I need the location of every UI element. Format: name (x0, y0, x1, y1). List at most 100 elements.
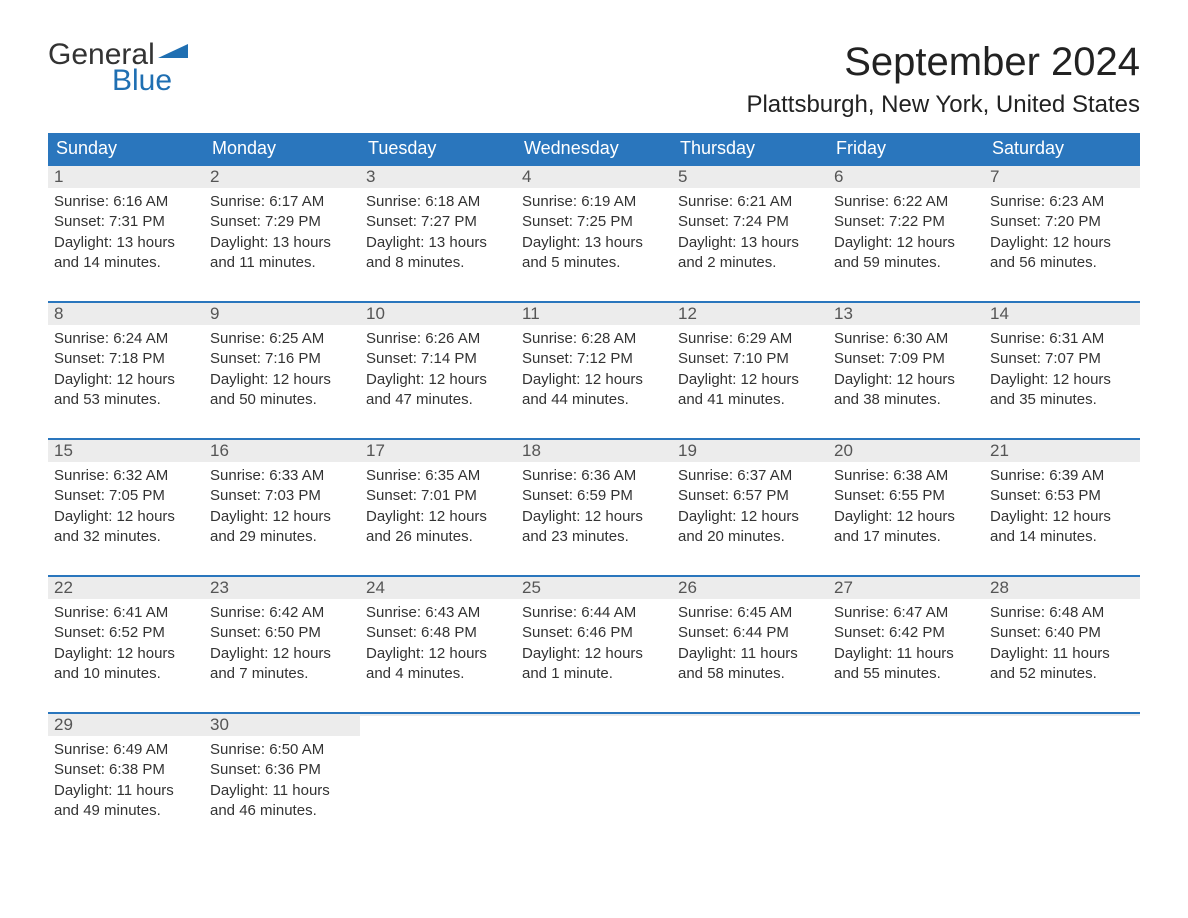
sunset-text: Sunset: 7:09 PM (834, 349, 978, 369)
day-content: Sunrise: 6:36 AMSunset: 6:59 PMDaylight:… (516, 462, 672, 553)
day-cell: 15Sunrise: 6:32 AMSunset: 7:05 PMDayligh… (48, 438, 204, 553)
day2-text: and 29 minutes. (210, 527, 354, 547)
sunrise-text: Sunrise: 6:21 AM (678, 192, 822, 212)
day-cell: 8Sunrise: 6:24 AMSunset: 7:18 PMDaylight… (48, 301, 204, 416)
day-cell: 20Sunrise: 6:38 AMSunset: 6:55 PMDayligh… (828, 438, 984, 553)
day2-text: and 11 minutes. (210, 253, 354, 273)
sunrise-text: Sunrise: 6:25 AM (210, 329, 354, 349)
day1-text: Daylight: 12 hours (834, 370, 978, 390)
day-number: 10 (360, 301, 516, 325)
day2-text: and 58 minutes. (678, 664, 822, 684)
day2-text: and 49 minutes. (54, 801, 198, 821)
day2-text: and 10 minutes. (54, 664, 198, 684)
sunrise-text: Sunrise: 6:32 AM (54, 466, 198, 486)
day1-text: Daylight: 11 hours (678, 644, 822, 664)
sunrise-text: Sunrise: 6:30 AM (834, 329, 978, 349)
day-number: 29 (48, 712, 204, 736)
day-number: 11 (516, 301, 672, 325)
day-cell: 22Sunrise: 6:41 AMSunset: 6:52 PMDayligh… (48, 575, 204, 690)
day1-text: Daylight: 13 hours (210, 233, 354, 253)
day2-text: and 5 minutes. (522, 253, 666, 273)
sunset-text: Sunset: 7:31 PM (54, 212, 198, 232)
sunrise-text: Sunrise: 6:17 AM (210, 192, 354, 212)
day-cell: 1Sunrise: 6:16 AMSunset: 7:31 PMDaylight… (48, 164, 204, 279)
sunrise-text: Sunrise: 6:44 AM (522, 603, 666, 623)
week-row: 22Sunrise: 6:41 AMSunset: 6:52 PMDayligh… (48, 575, 1140, 690)
day-number: 25 (516, 575, 672, 599)
day-number: 16 (204, 438, 360, 462)
day-content: Sunrise: 6:42 AMSunset: 6:50 PMDaylight:… (204, 599, 360, 690)
day2-text: and 44 minutes. (522, 390, 666, 410)
day2-text: and 35 minutes. (990, 390, 1134, 410)
location-subtitle: Plattsburgh, New York, United States (746, 91, 1140, 119)
sunset-text: Sunset: 7:24 PM (678, 212, 822, 232)
day-number: 4 (516, 164, 672, 188)
day-header-monday: Monday (204, 133, 360, 164)
page-title: September 2024 (746, 40, 1140, 85)
sunset-text: Sunset: 6:36 PM (210, 760, 354, 780)
day-content: Sunrise: 6:35 AMSunset: 7:01 PMDaylight:… (360, 462, 516, 553)
day1-text: Daylight: 11 hours (834, 644, 978, 664)
day2-text: and 20 minutes. (678, 527, 822, 547)
day-content: Sunrise: 6:44 AMSunset: 6:46 PMDaylight:… (516, 599, 672, 690)
day-content: Sunrise: 6:33 AMSunset: 7:03 PMDaylight:… (204, 462, 360, 553)
day-content: Sunrise: 6:19 AMSunset: 7:25 PMDaylight:… (516, 188, 672, 279)
day-cell: 19Sunrise: 6:37 AMSunset: 6:57 PMDayligh… (672, 438, 828, 553)
sunset-text: Sunset: 7:27 PM (366, 212, 510, 232)
day1-text: Daylight: 13 hours (54, 233, 198, 253)
day-number: 17 (360, 438, 516, 462)
day1-text: Daylight: 12 hours (366, 507, 510, 527)
sunrise-text: Sunrise: 6:47 AM (834, 603, 978, 623)
day-cell: 11Sunrise: 6:28 AMSunset: 7:12 PMDayligh… (516, 301, 672, 416)
day1-text: Daylight: 12 hours (210, 644, 354, 664)
sunrise-text: Sunrise: 6:19 AM (522, 192, 666, 212)
sunrise-text: Sunrise: 6:39 AM (990, 466, 1134, 486)
day-number: 8 (48, 301, 204, 325)
day-cell: 29Sunrise: 6:49 AMSunset: 6:38 PMDayligh… (48, 712, 204, 827)
day-content: Sunrise: 6:30 AMSunset: 7:09 PMDaylight:… (828, 325, 984, 416)
day-number: 13 (828, 301, 984, 325)
day-content: Sunrise: 6:28 AMSunset: 7:12 PMDaylight:… (516, 325, 672, 416)
day-cell: 6Sunrise: 6:22 AMSunset: 7:22 PMDaylight… (828, 164, 984, 279)
day2-text: and 23 minutes. (522, 527, 666, 547)
day-number (516, 712, 672, 716)
sunset-text: Sunset: 6:38 PM (54, 760, 198, 780)
day1-text: Daylight: 13 hours (522, 233, 666, 253)
day-content: Sunrise: 6:17 AMSunset: 7:29 PMDaylight:… (204, 188, 360, 279)
day-content: Sunrise: 6:32 AMSunset: 7:05 PMDaylight:… (48, 462, 204, 553)
day1-text: Daylight: 12 hours (990, 233, 1134, 253)
day-number: 12 (672, 301, 828, 325)
day-cell: 26Sunrise: 6:45 AMSunset: 6:44 PMDayligh… (672, 575, 828, 690)
day-content: Sunrise: 6:25 AMSunset: 7:16 PMDaylight:… (204, 325, 360, 416)
day-cell: 17Sunrise: 6:35 AMSunset: 7:01 PMDayligh… (360, 438, 516, 553)
sunset-text: Sunset: 6:59 PM (522, 486, 666, 506)
sunrise-text: Sunrise: 6:41 AM (54, 603, 198, 623)
sunset-text: Sunset: 6:42 PM (834, 623, 978, 643)
sunrise-text: Sunrise: 6:37 AM (678, 466, 822, 486)
day1-text: Daylight: 12 hours (54, 507, 198, 527)
day-number (360, 712, 516, 716)
day-content: Sunrise: 6:47 AMSunset: 6:42 PMDaylight:… (828, 599, 984, 690)
sunset-text: Sunset: 7:07 PM (990, 349, 1134, 369)
day-cell: 18Sunrise: 6:36 AMSunset: 6:59 PMDayligh… (516, 438, 672, 553)
day1-text: Daylight: 11 hours (210, 781, 354, 801)
day2-text: and 38 minutes. (834, 390, 978, 410)
day-content: Sunrise: 6:49 AMSunset: 6:38 PMDaylight:… (48, 736, 204, 827)
sunset-text: Sunset: 6:48 PM (366, 623, 510, 643)
day-content: Sunrise: 6:24 AMSunset: 7:18 PMDaylight:… (48, 325, 204, 416)
sunrise-text: Sunrise: 6:29 AM (678, 329, 822, 349)
day-cell: 25Sunrise: 6:44 AMSunset: 6:46 PMDayligh… (516, 575, 672, 690)
day-content: Sunrise: 6:43 AMSunset: 6:48 PMDaylight:… (360, 599, 516, 690)
day-content: Sunrise: 6:21 AMSunset: 7:24 PMDaylight:… (672, 188, 828, 279)
sunrise-text: Sunrise: 6:24 AM (54, 329, 198, 349)
sunset-text: Sunset: 7:14 PM (366, 349, 510, 369)
day-content: Sunrise: 6:39 AMSunset: 6:53 PMDaylight:… (984, 462, 1140, 553)
day1-text: Daylight: 12 hours (522, 507, 666, 527)
sunset-text: Sunset: 7:03 PM (210, 486, 354, 506)
day1-text: Daylight: 12 hours (834, 233, 978, 253)
day-cell (516, 712, 672, 827)
sunset-text: Sunset: 7:12 PM (522, 349, 666, 369)
day-cell: 5Sunrise: 6:21 AMSunset: 7:24 PMDaylight… (672, 164, 828, 279)
day-cell (360, 712, 516, 827)
day1-text: Daylight: 11 hours (990, 644, 1134, 664)
